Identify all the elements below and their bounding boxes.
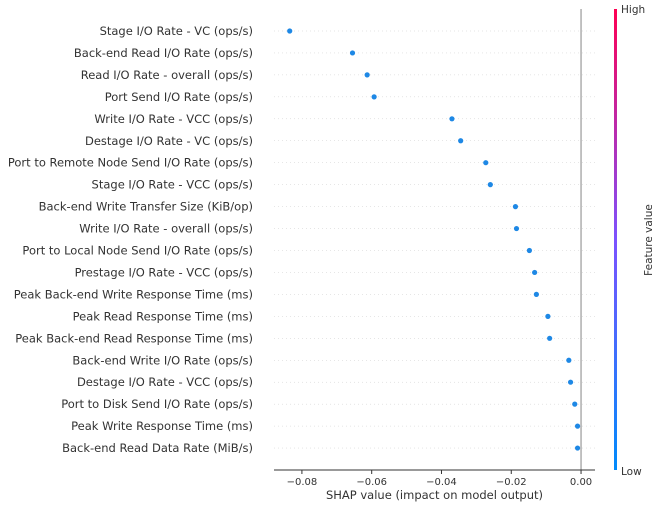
x-tick-label: −0.04 [426,477,457,488]
feature-label: Back-end Read Data Rate (MiB/s) [62,441,253,455]
feature-label: Peak Back-end Read Response Time (ms) [15,331,253,345]
shap-point [458,138,464,144]
feature-label: Peak Read Response Time (ms) [73,309,253,323]
feature-label: Port to Disk Send I/O Rate (ops/s) [61,397,253,411]
feature-value-colorbar [614,9,617,470]
feature-label: Port to Remote Node Send I/O Rate (ops/s… [8,156,253,170]
shap-point [574,445,581,451]
shap-point [349,50,356,56]
shap-point [567,379,574,385]
feature-label: Port Send I/O Rate (ops/s) [105,90,253,104]
feature-label: Back-end Write I/O Rate (ops/s) [72,353,253,367]
feature-label: Peak Back-end Write Response Time (ms) [14,287,253,301]
feature-label: Back-end Read I/O Rate (ops/s) [74,46,253,60]
feature-label: Peak Write Response Time (ms) [71,419,253,433]
colorbar-high-label: High [621,4,645,16]
feature-label: Destage I/O Rate - VCC (ops/s) [77,375,253,389]
feature-label: Read I/O Rate - overall (ops/s) [81,68,253,82]
feature-label: Back-end Write Transfer Size (KiB/op) [39,200,253,214]
shap-points [287,28,581,451]
x-tick-label: 0.00 [570,477,592,488]
x-axis-ticks: −0.08 −0.06 −0.04 −0.02 0.00 [287,470,592,488]
shap-point [512,204,519,210]
feature-label: Write I/O Rate - overall (ops/s) [79,222,253,236]
x-tick-label: −0.06 [356,477,387,488]
shap-point [545,313,551,319]
shap-point [572,401,578,407]
feature-label: Port to Local Node Send I/O Rate (ops/s) [22,244,253,258]
feature-label: Stage I/O Rate - VCC (ops/s) [92,178,253,192]
shap-point [574,423,581,429]
shap-point [487,182,493,188]
shap-point [287,28,293,34]
shap-point [533,291,539,297]
x-tick-label: −0.08 [287,477,318,488]
feature-label: Write I/O Rate - VCC (ops/s) [94,112,253,126]
feature-labels: Stage I/O Rate - VC (ops/s) Back-end Read… [8,24,253,455]
x-tick-label: −0.02 [496,477,527,488]
shap-point [364,72,370,78]
feature-label: Prestage I/O Rate - VCC (ops/s) [75,265,253,279]
feature-gridlines [274,30,595,449]
shap-point [371,94,377,100]
shap-point [547,335,553,341]
feature-label: Destage I/O Rate - VC (ops/s) [85,134,253,148]
shap-point [532,269,538,276]
shap-point [526,247,533,254]
shap-point [483,160,489,166]
shap-point [513,225,520,232]
colorbar-title: Feature value [643,204,655,276]
shap-point [449,116,455,122]
x-axis-label: SHAP value (impact on model output) [326,488,543,502]
shap-point [566,357,572,363]
feature-label: Stage I/O Rate - VC (ops/s) [100,24,253,38]
colorbar-low-label: Low [621,466,642,478]
